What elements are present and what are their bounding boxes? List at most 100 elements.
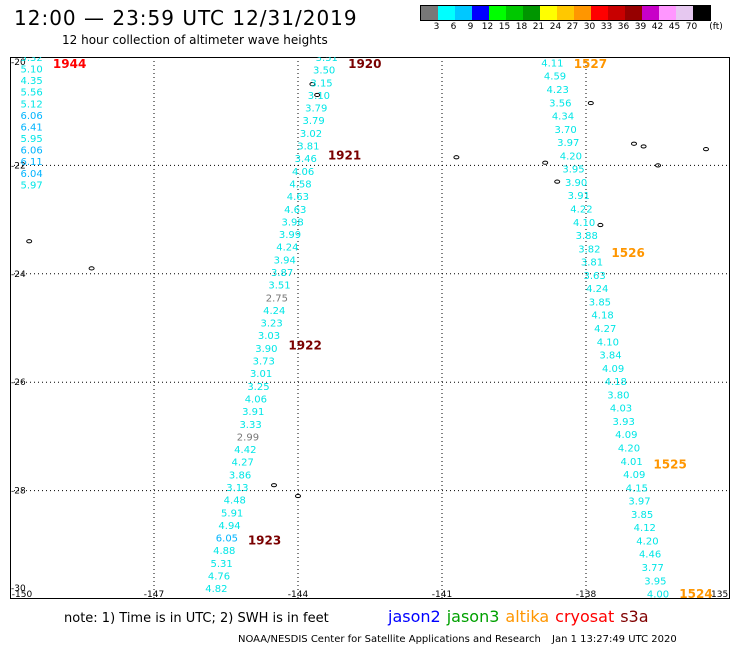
wave-height-value: 4.18 xyxy=(591,311,613,322)
legend-tick-label: 6 xyxy=(450,22,457,32)
wave-height-value: 5.10 xyxy=(20,65,42,76)
wave-height-value: 4.24 xyxy=(586,284,608,295)
wave-height-value: 4.34 xyxy=(552,112,574,123)
wave-height-value: 4.22 xyxy=(570,204,592,215)
island-outline xyxy=(640,144,647,149)
wave-height-value: 4.76 xyxy=(208,572,230,583)
wave-height-value: 5.97 xyxy=(20,180,42,191)
wave-height-value: 4.94 xyxy=(218,521,240,532)
wave-height-value: 3.02 xyxy=(300,129,322,140)
y-tick-label: -22 xyxy=(11,161,26,171)
wave-height-value: 4.01 xyxy=(620,457,642,468)
wave-height-value: 3.97 xyxy=(628,497,650,508)
wave-height-value: 3.80 xyxy=(607,390,629,401)
legend-swatch xyxy=(574,6,591,20)
color-legend: 3 6 9 12 15 18 21 24 27 30 33 36 39 42 45 70 (ft) xyxy=(420,5,723,33)
wave-height-value: 5.91 xyxy=(221,508,243,519)
wave-height-value: 3.50 xyxy=(313,66,335,77)
legend-swatch xyxy=(693,6,710,20)
wave-height-value: 4.24 xyxy=(276,243,298,254)
wave-height-value: 6.04 xyxy=(20,169,42,180)
pass-time-label: 1526 xyxy=(611,246,644,260)
wave-height-value: 3.97 xyxy=(557,138,579,149)
legend-tick-label: 9 xyxy=(467,22,474,32)
pass-time-label: 1922 xyxy=(288,338,321,352)
y-tick-label: -26 xyxy=(11,378,26,388)
island-outline xyxy=(295,493,301,499)
wave-height-value: 4.18 xyxy=(605,377,627,388)
pass-time-label: 1525 xyxy=(653,458,686,472)
wave-height-value: 3.33 xyxy=(239,420,261,431)
x-tick-label: -135 xyxy=(708,590,728,599)
legend-swatch xyxy=(625,6,642,20)
wave-height-value: 4.10 xyxy=(573,218,595,229)
legend-tick-label: 30 xyxy=(583,22,596,32)
footer-timestamp: Jan 1 13:27:49 UTC 2020 xyxy=(552,634,677,645)
satellite-label: s3a xyxy=(620,607,649,626)
wave-height-value: 3.81 xyxy=(581,258,603,269)
wave-height-value: 3.25 xyxy=(247,382,269,393)
island-outline xyxy=(703,147,709,152)
legend-swatch xyxy=(523,6,540,20)
wave-height-value: 3.90 xyxy=(255,344,277,355)
satellite-label: altika xyxy=(505,607,550,626)
wave-height-value: 4.15 xyxy=(626,483,648,494)
legend-color-bar xyxy=(420,5,711,21)
wave-height-value: 4.20 xyxy=(618,444,640,455)
y-tick-label: -30 xyxy=(11,584,26,594)
wave-height-value: 4.12 xyxy=(634,523,656,534)
chart-title: 12:00 — 23:59 UTC 12/31/2019 xyxy=(14,6,358,30)
wave-height-value: 4.24 xyxy=(263,306,285,317)
island-outline xyxy=(26,239,33,244)
legend-swatch xyxy=(591,6,608,20)
wave-height-value: 3.84 xyxy=(599,351,621,362)
wave-height-value: 4.88 xyxy=(213,546,235,557)
y-tick-label: -28 xyxy=(11,487,26,497)
wave-height-value: 3.23 xyxy=(260,319,282,330)
island-outline xyxy=(597,222,604,228)
wave-height-value: 4.46 xyxy=(639,550,661,561)
wave-height-value: 3.01 xyxy=(250,369,272,380)
legend-swatch xyxy=(472,6,489,20)
legend-swatch xyxy=(557,6,574,20)
legend-swatch xyxy=(659,6,676,20)
wave-height-value: 4.48 xyxy=(224,496,246,507)
wave-height-value: 4.27 xyxy=(232,458,254,469)
legend-unit-label: (ft) xyxy=(709,22,723,32)
wave-height-value: 4.63 xyxy=(284,205,306,216)
wave-height-value: 3.10 xyxy=(308,91,330,102)
wave-height-value: 4.09 xyxy=(615,430,637,441)
wave-height-value: 3.79 xyxy=(305,104,327,115)
wave-height-value: 3.88 xyxy=(576,231,598,242)
wave-height-value: 4.03 xyxy=(610,404,632,415)
map-frame xyxy=(10,57,730,599)
x-tick-label: -150 xyxy=(12,590,33,599)
wave-height-value: 5.31 xyxy=(211,559,233,570)
satellite-label: jason2 xyxy=(388,607,441,626)
island-outline xyxy=(309,82,316,87)
legend-swatch xyxy=(506,6,523,20)
wave-height-value: 6.06 xyxy=(20,111,42,122)
wave-height-value: 5.12 xyxy=(20,99,42,110)
wave-height-value: 3.90 xyxy=(565,178,587,189)
wave-height-value: 3.79 xyxy=(303,116,325,127)
wave-height-value: 5.56 xyxy=(20,88,42,99)
legend-tick-label: 21 xyxy=(532,22,545,32)
legend-swatch xyxy=(455,6,472,20)
legend-swatch xyxy=(642,6,659,20)
wave-height-value: 6.05 xyxy=(216,534,238,545)
wave-height-value: 4.63 xyxy=(287,192,309,203)
pass-time-label: 1944 xyxy=(53,57,86,71)
wave-height-value: 4.00 xyxy=(647,590,669,599)
satellite-label: jason3 xyxy=(446,607,500,626)
wave-height-value: 3.91 xyxy=(568,191,590,202)
legend-swatch xyxy=(676,6,693,20)
legend-labels: 3 6 9 12 15 18 21 24 27 30 33 36 39 42 45 70 (ft) xyxy=(420,21,723,33)
legend-swatch xyxy=(540,6,557,20)
legend-tick-label: 36 xyxy=(617,22,630,32)
footer-credit: NOAA/NESDIS Center for Satellite Applica… xyxy=(238,634,541,645)
wave-height-value: 3.98 xyxy=(281,217,303,228)
wave-height-value: 3.85 xyxy=(631,510,653,521)
x-tick-label: -141 xyxy=(432,590,452,599)
x-tick-label: -138 xyxy=(576,590,597,599)
